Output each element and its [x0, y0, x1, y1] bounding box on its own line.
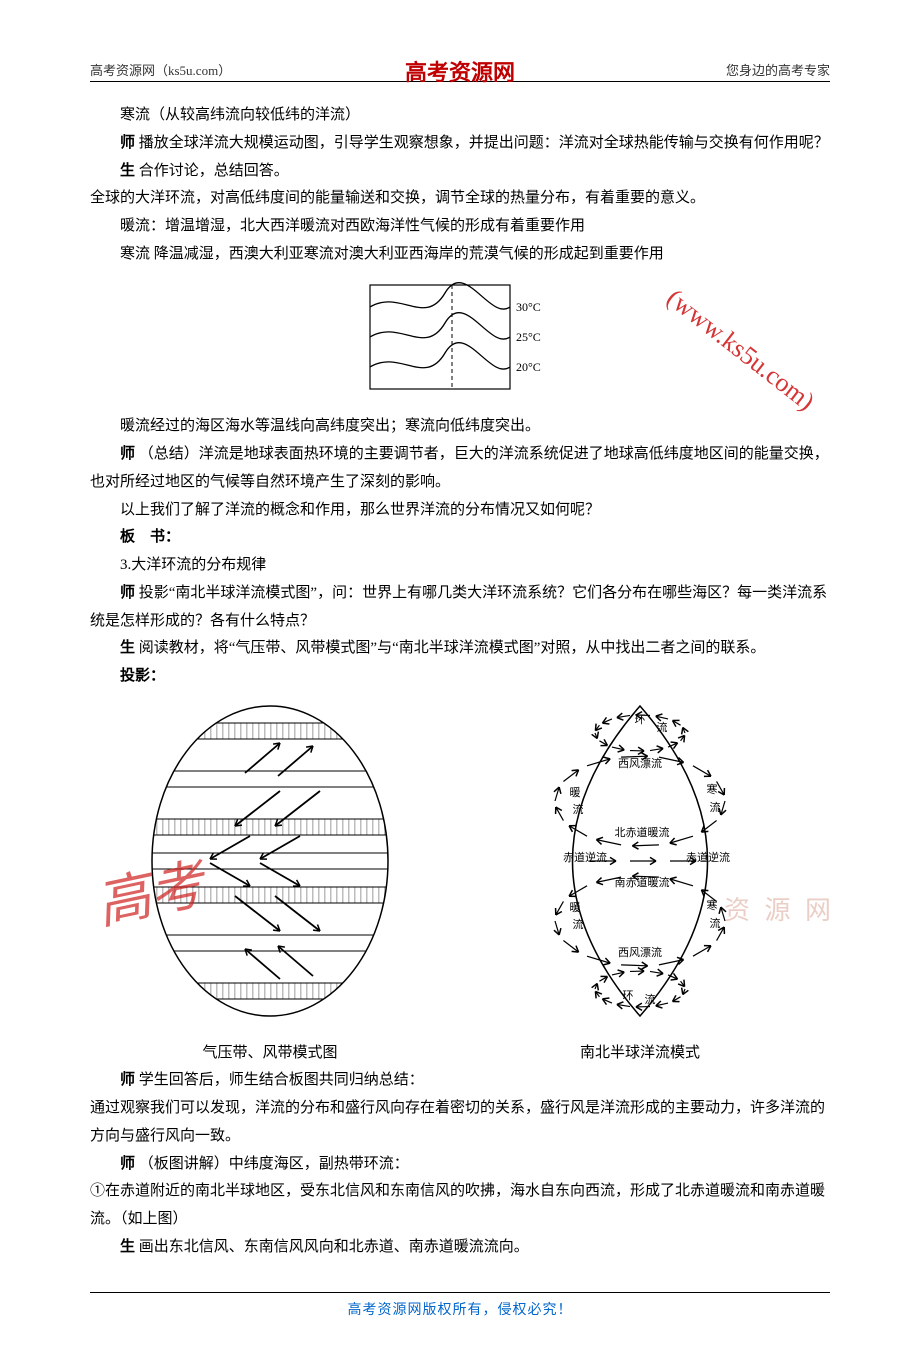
svg-text:流: 流 — [710, 800, 721, 814]
svg-text:暖: 暖 — [570, 901, 581, 914]
para: 寒流 降温减湿，西澳大利亚寒流对澳大利亚西海岸的荒漠气候的形成起到重要作用 — [90, 241, 830, 269]
para: 寒流（从较高纬流向较低纬的洋流） — [90, 102, 830, 130]
para: 3.大洋环流的分布规律 — [90, 552, 830, 580]
svg-text:南赤道暖流: 南赤道暖流 — [615, 875, 670, 889]
text: （总结）洋流是地球表面热环境的主要调节者，巨大的洋流系统促进了地球高低纬度地区间… — [90, 446, 829, 490]
para: ①在赤道附近的南北半球地区，受东北信风和东南信风的吹拂，海水自东向西流，形成了北… — [90, 1178, 830, 1234]
text: 播放全球洋流大规模运动图，引导学生观察想象，并提出问题：洋流对全球热能传输与交换… — [135, 135, 829, 151]
svg-text:流: 流 — [573, 802, 584, 816]
svg-text:环: 环 — [623, 990, 634, 1002]
isotherm-svg: 30°C 25°C 20°C — [360, 277, 560, 397]
ocean-model-svg: 环流西风漂流暖流寒流北赤道暖流赤道逆流赤道逆流南赤道暖流暖流寒流西风漂流环流 — [510, 701, 770, 1021]
header-right: 您身边的高考专家 — [726, 60, 830, 79]
para: 投影： — [90, 663, 830, 691]
para: 师 （总结）洋流是地球表面热环境的主要调节者，巨大的洋流系统促进了地球高低纬度地… — [90, 441, 830, 497]
para: 生 合作讨论，总结回答。 — [90, 158, 830, 186]
para: 全球的大洋环流，对高低纬度间的能量输送和交换，调节全球的热量分布，有着重要的意义… — [90, 185, 830, 213]
para: 生 阅读教材，将“气压带、风带模式图”与“南北半球洋流模式图”对照，从中找出二者… — [90, 635, 830, 663]
para: 师 播放全球洋流大规模运动图，引导学生观察想象，并提出问题：洋流对全球热能传输与… — [90, 130, 830, 158]
role-student: 生 — [120, 163, 135, 179]
text: 学生回答后，师生结合板图共同归纳总结： — [135, 1072, 424, 1088]
para: 师 学生回答后，师生结合板图共同归纳总结： — [90, 1067, 830, 1095]
svg-text:赤道逆流: 赤道逆流 — [686, 850, 730, 864]
para: 师 （板图讲解）中纬度海区，副热带环流： — [90, 1151, 830, 1179]
para: 暖流：增温增湿，北大西洋暖流对西欧海洋性气候的形成有着重要作用 — [90, 213, 830, 241]
text: 合作讨论，总结回答。 — [135, 163, 289, 179]
wind-belts-svg — [150, 701, 390, 1021]
text: 画出东北信风、东南信风风向和北赤道、南赤道暖流流向。 — [135, 1239, 529, 1255]
role-teacher: 师 — [120, 1156, 135, 1172]
para: 师 投影“南北半球洋流模式图”，问：世界上有哪几类大洋环流系统？它们各分布在哪些… — [90, 580, 830, 636]
caption-right: 南北半球洋流模式 — [510, 1040, 770, 1068]
role-teacher: 师 — [120, 446, 135, 462]
wind-belts-diagram: 气压带、风带模式图 — [150, 701, 390, 1068]
svg-text:流: 流 — [573, 917, 584, 931]
svg-text:流: 流 — [645, 992, 656, 1006]
svg-text:寒: 寒 — [707, 898, 718, 912]
svg-text:北赤道暖流: 北赤道暖流 — [615, 825, 670, 839]
svg-text:20°C: 20°C — [516, 360, 541, 374]
svg-text:寒: 寒 — [707, 782, 718, 796]
role-teacher: 师 — [120, 135, 135, 151]
role-student: 生 — [120, 1239, 135, 1255]
header-left: 高考资源网（ks5u.com） — [90, 60, 231, 79]
svg-text:环: 环 — [635, 714, 646, 726]
text: 投影“南北半球洋流模式图”，问：世界上有哪几类大洋环流系统？它们各分布在哪些海区… — [90, 585, 827, 629]
text: 阅读教材，将“气压带、风带模式图”与“南北半球洋流模式图”对照，从中找出二者之间… — [135, 640, 765, 656]
para: 以上我们了解了洋流的概念和作用，那么世界洋流的分布情况又如何呢？ — [90, 497, 830, 525]
page-header: 高考资源网（ks5u.com） 高考资源网 您身边的高考专家 — [90, 60, 830, 82]
svg-text:西风漂流: 西风漂流 — [618, 945, 662, 959]
svg-text:赤道逆流: 赤道逆流 — [563, 850, 607, 864]
caption-left: 气压带、风带模式图 — [150, 1040, 390, 1068]
para: 通过观察我们可以发现，洋流的分布和盛行风向存在着密切的关系，盛行风是洋流形成的主… — [90, 1095, 830, 1151]
svg-text:暖: 暖 — [570, 786, 581, 799]
header-title: 高考资源网 — [405, 55, 515, 87]
svg-text:西风漂流: 西风漂流 — [618, 756, 662, 770]
role-student: 生 — [120, 640, 135, 656]
section-board: 板 书： — [120, 529, 180, 545]
page-footer: 高考资源网版权所有，侵权必究！ — [90, 1292, 830, 1319]
svg-text:流: 流 — [657, 720, 668, 734]
para: 暖流经过的海区海水等温线向高纬度突出；寒流向低纬度突出。 — [90, 413, 830, 441]
isotherm-diagram: 30°C 25°C 20°C — [90, 277, 830, 408]
para: 板 书： — [90, 524, 830, 552]
section-projection: 投影： — [120, 668, 165, 684]
document-body: 寒流（从较高纬流向较低纬的洋流） 师 播放全球洋流大规模运动图，引导学生观察想象… — [90, 102, 830, 1262]
para: 生 画出东北信风、东南信风风向和北赤道、南赤道暖流流向。 — [90, 1234, 830, 1262]
role-teacher: 师 — [120, 1072, 135, 1088]
ocean-model-diagram: 环流西风漂流暖流寒流北赤道暖流赤道逆流赤道逆流南赤道暖流暖流寒流西风漂流环流 南… — [510, 701, 770, 1068]
text: （板图讲解）中纬度海区，副热带环流： — [135, 1156, 409, 1172]
two-diagrams: 气压带、风带模式图 环流西风漂流暖流寒流北赤道暖流赤道逆流赤道逆流南赤道暖流暖流… — [90, 701, 830, 1068]
svg-text:30°C: 30°C — [516, 300, 541, 314]
role-teacher: 师 — [120, 585, 135, 601]
svg-text:25°C: 25°C — [516, 330, 541, 344]
svg-text:流: 流 — [710, 916, 721, 930]
